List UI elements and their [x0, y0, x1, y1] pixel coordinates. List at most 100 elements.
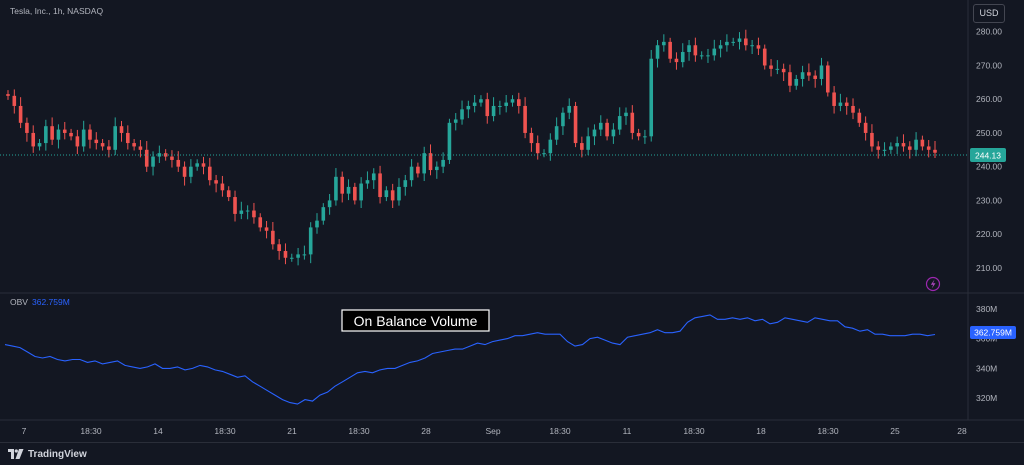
- candle-body: [598, 122, 603, 130]
- time-tick-label: 18: [756, 426, 766, 436]
- candle-body: [605, 122, 609, 137]
- candle: [44, 119, 48, 151]
- candle-body: [252, 210, 256, 218]
- price-axis[interactable]: 280.00 270.00 260.00 250.00 240.00 230.00 220.…: [976, 27, 1002, 273]
- time-tick-label: 25: [890, 426, 900, 436]
- symbol-title: Tesla, Inc., 1h, NASDAQ: [10, 6, 103, 16]
- candle-body: [170, 156, 174, 160]
- candle-body: [308, 227, 313, 255]
- candle: [775, 60, 780, 75]
- candle: [586, 127, 590, 156]
- candle-body: [529, 132, 534, 144]
- candle-body: [800, 72, 805, 79]
- candle-body: [207, 166, 212, 181]
- candle: [12, 89, 17, 114]
- currency-button[interactable]: USD: [973, 4, 1005, 23]
- candle-body: [933, 149, 937, 153]
- candle-body: [535, 143, 540, 154]
- candle: [201, 156, 206, 175]
- candle: [289, 253, 294, 262]
- candle: [895, 136, 899, 155]
- price-pane[interactable]: [6, 29, 937, 266]
- candle: [126, 125, 130, 150]
- candle-body: [781, 68, 786, 73]
- candle: [781, 63, 786, 81]
- candle-body: [220, 183, 225, 191]
- candle: [744, 29, 748, 51]
- candle: [308, 222, 313, 264]
- candle-body: [37, 143, 42, 147]
- candle: [762, 44, 767, 70]
- obv-pane[interactable]: [4, 314, 936, 405]
- chart-canvas[interactable]: 280.00 270.00 260.00 250.00 240.00 230.00 220.…: [0, 0, 1024, 442]
- candle: [428, 144, 433, 176]
- candle: [794, 74, 799, 90]
- candle-body: [636, 132, 641, 137]
- lightning-icon[interactable]: [925, 276, 941, 292]
- candle: [926, 140, 931, 158]
- candle: [870, 124, 874, 152]
- candle-body: [712, 48, 717, 56]
- candle: [283, 243, 288, 265]
- candle: [750, 40, 754, 55]
- time-axis[interactable]: 7 18:30 14 18:30 21 18:30 28 Sep 18:30 11 18:30 18 1…: [22, 426, 967, 436]
- obv-axis[interactable]: 380M360M340M320M: [976, 304, 997, 403]
- candle: [466, 100, 471, 119]
- candle-body: [750, 45, 754, 47]
- candle: [498, 100, 502, 115]
- candle-body: [807, 72, 811, 76]
- candle: [649, 49, 654, 142]
- candle-body: [31, 132, 36, 147]
- time-tick-label: 18:30: [549, 426, 571, 436]
- candle-body: [744, 38, 748, 46]
- candle: [687, 40, 691, 61]
- candle-body: [353, 186, 357, 201]
- candle-body: [321, 207, 326, 221]
- candle: [529, 127, 534, 152]
- candle: [62, 121, 67, 140]
- candle: [561, 107, 565, 135]
- candle: [390, 183, 395, 209]
- candle: [144, 141, 149, 172]
- candle: [233, 190, 237, 222]
- candle-body: [138, 146, 143, 150]
- candle: [435, 161, 439, 179]
- candle-body: [371, 173, 376, 181]
- candle-body: [302, 254, 307, 256]
- candle: [662, 34, 666, 52]
- last-price-badge: [970, 148, 1006, 162]
- candle-body: [769, 65, 773, 69]
- candle-body: [472, 102, 477, 106]
- candle-body: [819, 65, 824, 79]
- tradingview-logo[interactable]: TradingView: [8, 447, 87, 461]
- indicator-name[interactable]: OBV: [10, 297, 28, 307]
- candle: [277, 239, 281, 260]
- candle: [81, 120, 86, 152]
- candle-body: [409, 166, 414, 181]
- candle-body: [926, 146, 931, 150]
- candle-body: [775, 68, 780, 70]
- time-tick-label: 11: [623, 426, 632, 436]
- candle-body: [176, 159, 181, 167]
- candle-body: [485, 99, 490, 117]
- annotation-box[interactable]: [341, 309, 490, 332]
- candle-body: [876, 146, 881, 150]
- candle: [655, 40, 660, 68]
- time-tick-label: 18:30: [348, 426, 370, 436]
- candle-body: [737, 38, 742, 42]
- candle-body: [573, 105, 578, 144]
- candle-body: [233, 197, 237, 214]
- candle: [75, 129, 80, 155]
- candle: [548, 133, 553, 161]
- candle: [535, 135, 540, 160]
- candle: [315, 213, 319, 234]
- time-tick-label: 21: [287, 426, 297, 436]
- price-tick-label: 220.00: [976, 229, 1002, 239]
- candle: [693, 37, 698, 62]
- candle: [353, 182, 357, 205]
- candle-body: [498, 105, 502, 107]
- candle-body: [144, 149, 149, 167]
- candle-body: [195, 163, 199, 167]
- candle-body: [69, 132, 73, 137]
